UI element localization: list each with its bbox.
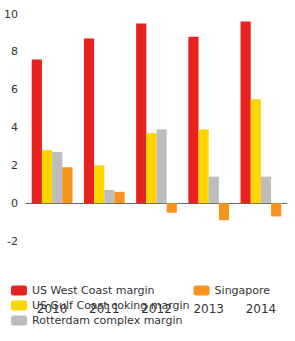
svg-text:US West Coast margin: US West Coast margin [32,284,155,297]
svg-text:2: 2 [11,159,18,172]
svg-text:8: 8 [11,45,18,58]
svg-text:6: 6 [11,83,18,96]
svg-text:2013: 2013 [193,302,224,316]
svg-text:4: 4 [11,121,18,134]
svg-text:-2: -2 [7,235,18,248]
svg-text:2014: 2014 [246,302,277,316]
svg-text:Rotterdam complex margin: Rotterdam complex margin [32,314,182,327]
svg-text:10: 10 [4,8,18,21]
svg-text:US Gulf Coast coking margin: US Gulf Coast coking margin [32,299,190,312]
svg-text:0: 0 [11,197,18,210]
svg-text:Singapore: Singapore [215,284,271,297]
